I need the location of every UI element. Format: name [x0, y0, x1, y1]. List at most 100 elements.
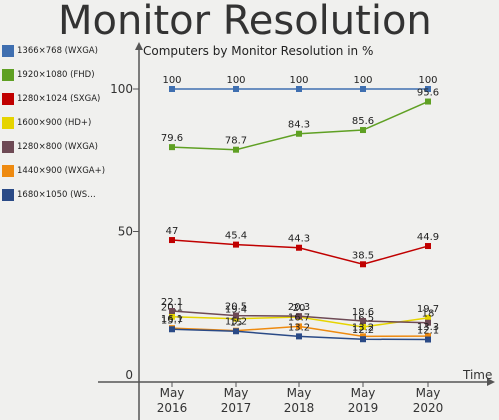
- x-tick-label: May: [287, 386, 312, 400]
- data-point: [360, 86, 366, 92]
- chart-title: Monitor Resolution: [58, 0, 432, 44]
- data-label: 78.7: [225, 136, 247, 147]
- data-point: [169, 86, 175, 92]
- legend-label: 1280×1024 (SXGA): [17, 94, 101, 104]
- chart-subtitle: Computers by Monitor Resolution in %: [143, 44, 373, 58]
- data-label: 15.2: [225, 317, 247, 328]
- data-label: 100: [353, 75, 372, 86]
- data-point: [296, 313, 302, 320]
- data-label: 85.6: [352, 116, 374, 127]
- data-label: 13.2: [352, 322, 374, 333]
- x-tick-label: 2020: [413, 401, 444, 415]
- data-point: [425, 319, 431, 326]
- y-tick-label: 50: [118, 225, 133, 239]
- data-point: [360, 317, 366, 324]
- legend-label: 1440×900 (WXGA+): [17, 166, 106, 176]
- legend-swatch: [2, 189, 14, 201]
- data-point: [233, 86, 239, 92]
- legend-swatch: [2, 117, 14, 129]
- data-label: 45.4: [225, 231, 247, 242]
- data-label: 44.3: [288, 234, 310, 245]
- data-label: 20.3: [288, 302, 310, 313]
- legend-item[interactable]: 1280×800 (WXGA): [0, 140, 132, 154]
- data-point: [169, 326, 175, 333]
- x-tick-label: May: [416, 386, 441, 400]
- legend-item[interactable]: 1366×768 (WXGA): [0, 44, 132, 58]
- data-point: [425, 243, 431, 250]
- legend-item[interactable]: 1680×1050 (WS…: [0, 188, 132, 202]
- data-point: [296, 86, 302, 92]
- data-point: [296, 244, 302, 251]
- data-label: 15: [230, 317, 243, 328]
- data-label: 84.3: [288, 120, 310, 131]
- data-label: 22.1: [161, 297, 183, 308]
- x-tick-label: May: [224, 386, 249, 400]
- legend-item[interactable]: 1440×900 (WXGA+): [0, 164, 132, 178]
- data-label: 18: [422, 309, 435, 320]
- data-point: [296, 130, 302, 137]
- data-point: [296, 333, 302, 340]
- x-tick-label: May: [160, 386, 185, 400]
- data-label: 20.5: [225, 302, 247, 313]
- legend-swatch: [2, 165, 14, 177]
- y-tick-label: 0: [125, 368, 133, 382]
- legend-label: 1920×1080 (FHD): [17, 70, 95, 80]
- data-point: [169, 237, 175, 244]
- y-axis-arrow: [135, 42, 143, 50]
- x-tick-label: 2019: [348, 401, 379, 415]
- legend: 1366×768 (WXGA) 1920×1080 (FHD) 1280×1024 …: [0, 44, 132, 212]
- data-label: 44.9: [417, 232, 439, 243]
- data-label: 100: [418, 75, 437, 86]
- data-label: 16.7: [288, 312, 310, 323]
- legend-label: 1280×800 (WXGA): [17, 142, 98, 152]
- legend-label: 1680×1050 (WS…: [17, 190, 96, 200]
- x-axis-arrow: [487, 378, 495, 386]
- data-label: 19.7: [417, 304, 439, 315]
- data-point: [425, 336, 431, 343]
- data-label: 18.6: [352, 307, 374, 318]
- y-tick-label: 100: [110, 82, 133, 96]
- data-point: [360, 323, 366, 330]
- data-point: [425, 86, 431, 92]
- legend-label: 1366×768 (WXGA): [17, 46, 98, 56]
- legend-swatch: [2, 69, 14, 81]
- legend-item[interactable]: 1920×1080 (FHD): [0, 68, 132, 82]
- legend-item[interactable]: 1600×900 (HD+): [0, 116, 132, 130]
- data-point: [233, 328, 239, 335]
- x-axis-label: Time: [462, 368, 492, 382]
- data-point: [296, 323, 302, 330]
- data-point: [360, 336, 366, 343]
- data-point: [233, 241, 239, 248]
- data-label: 47: [166, 226, 179, 237]
- data-point: [360, 127, 366, 134]
- legend-label: 1600×900 (HD+): [17, 118, 92, 128]
- data-point: [233, 312, 239, 319]
- data-label: 15.7: [161, 315, 183, 326]
- data-label: 95.6: [417, 88, 439, 99]
- data-label: 12.1: [417, 326, 439, 337]
- data-label: 100: [162, 75, 181, 86]
- legend-swatch: [2, 45, 14, 57]
- x-tick-label: 2016: [157, 401, 188, 415]
- data-point: [233, 315, 239, 322]
- legend-item[interactable]: 1280×1024 (SXGA): [0, 92, 132, 106]
- data-label: 100: [226, 75, 245, 86]
- x-tick-label: May: [351, 386, 376, 400]
- data-point: [233, 146, 239, 153]
- data-label: 100: [289, 75, 308, 86]
- data-label: 79.6: [161, 133, 183, 144]
- data-label: 38.5: [352, 250, 374, 261]
- data-label: 13.2: [288, 322, 310, 333]
- legend-swatch: [2, 93, 14, 105]
- data-point: [425, 314, 431, 321]
- data-point: [360, 261, 366, 268]
- data-point: [169, 313, 175, 320]
- data-label: 12.2: [352, 325, 374, 336]
- x-tick-label: 2017: [221, 401, 252, 415]
- data-point: [425, 333, 431, 340]
- data-label: 20: [293, 303, 306, 314]
- data-label: 19.4: [225, 305, 247, 316]
- data-point: [169, 144, 175, 151]
- x-tick-label: 2018: [284, 401, 315, 415]
